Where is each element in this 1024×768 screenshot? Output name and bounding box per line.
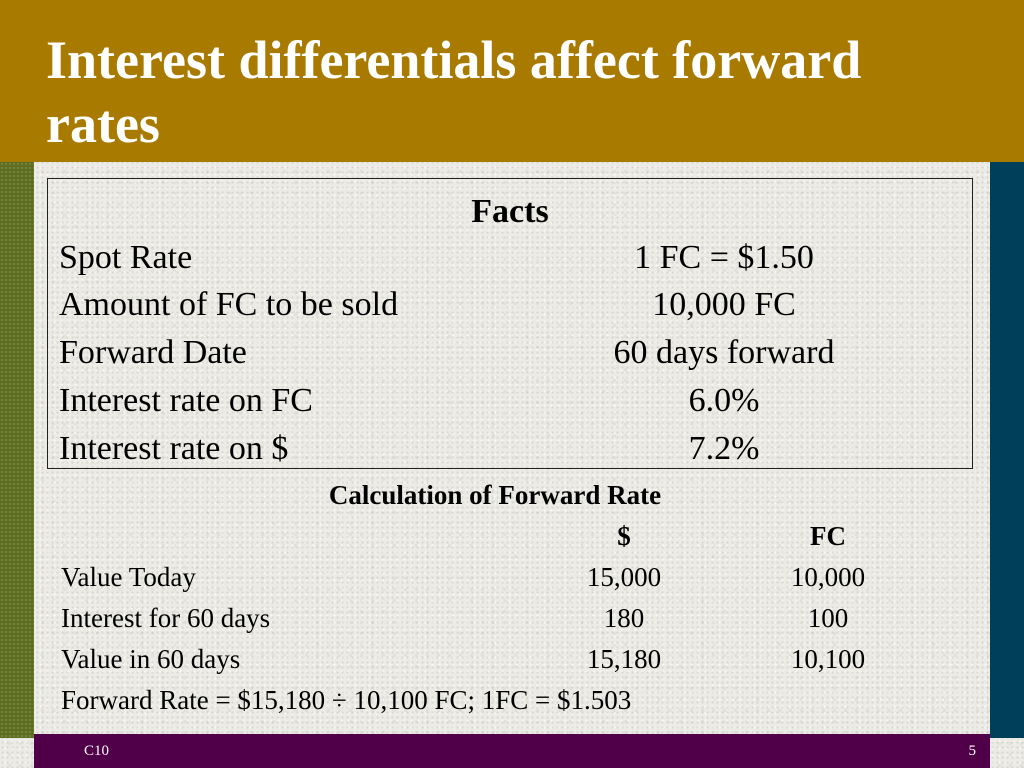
calc-dollar-interest: 180 xyxy=(603,603,645,633)
facts-value-rate-dollar: 7.2% xyxy=(688,430,760,467)
facts-value-forward-date: 60 days forward xyxy=(613,334,835,371)
calculation-heading: Calculation of Forward Rate xyxy=(328,480,662,510)
calc-label-value-today: Value Today xyxy=(61,562,196,592)
column-header-dollar: $ xyxy=(617,521,631,551)
facts-label-amount: Amount of FC to be sold xyxy=(59,286,399,323)
calc-label-interest: Interest for 60 days xyxy=(61,603,271,633)
facts-label-spot-rate: Spot Rate xyxy=(59,239,193,276)
facts-table-border xyxy=(47,178,973,469)
facts-label-rate-dollar: Interest rate on $ xyxy=(59,430,289,467)
facts-heading: Facts xyxy=(471,193,549,230)
footer-bar: C10 5 xyxy=(34,734,990,768)
calc-dollar-value-today: 15,000 xyxy=(586,562,662,592)
facts-label-forward-date: Forward Date xyxy=(59,334,247,371)
calc-fc-value-today: 10,000 xyxy=(790,562,866,592)
calc-fc-interest: 100 xyxy=(807,603,849,633)
slide-title: Interest differentials affect forward ra… xyxy=(46,30,862,154)
calc-fc-value-60: 10,100 xyxy=(790,644,866,674)
footer-chapter-label: C10 xyxy=(84,743,110,759)
facts-label-rate-fc: Interest rate on FC xyxy=(59,382,313,419)
calc-dollar-value-60: 15,180 xyxy=(586,644,662,674)
forward-rate-formula: Forward Rate = $15,180 ÷ 10,100 FC; 1FC … xyxy=(61,685,632,715)
column-header-fc: FC xyxy=(810,521,846,551)
calc-label-value-60: Value in 60 days xyxy=(61,644,241,674)
title-bar: Interest differentials affect forward ra… xyxy=(0,0,1024,162)
slide-number: 5 xyxy=(968,743,977,759)
right-decorative-strip xyxy=(990,162,1024,738)
facts-value-amount: 10,000 FC xyxy=(652,286,796,323)
facts-value-rate-fc: 6.0% xyxy=(688,382,760,419)
left-decorative-strip xyxy=(0,162,34,738)
facts-value-spot-rate: 1 FC = $1.50 xyxy=(634,239,814,276)
